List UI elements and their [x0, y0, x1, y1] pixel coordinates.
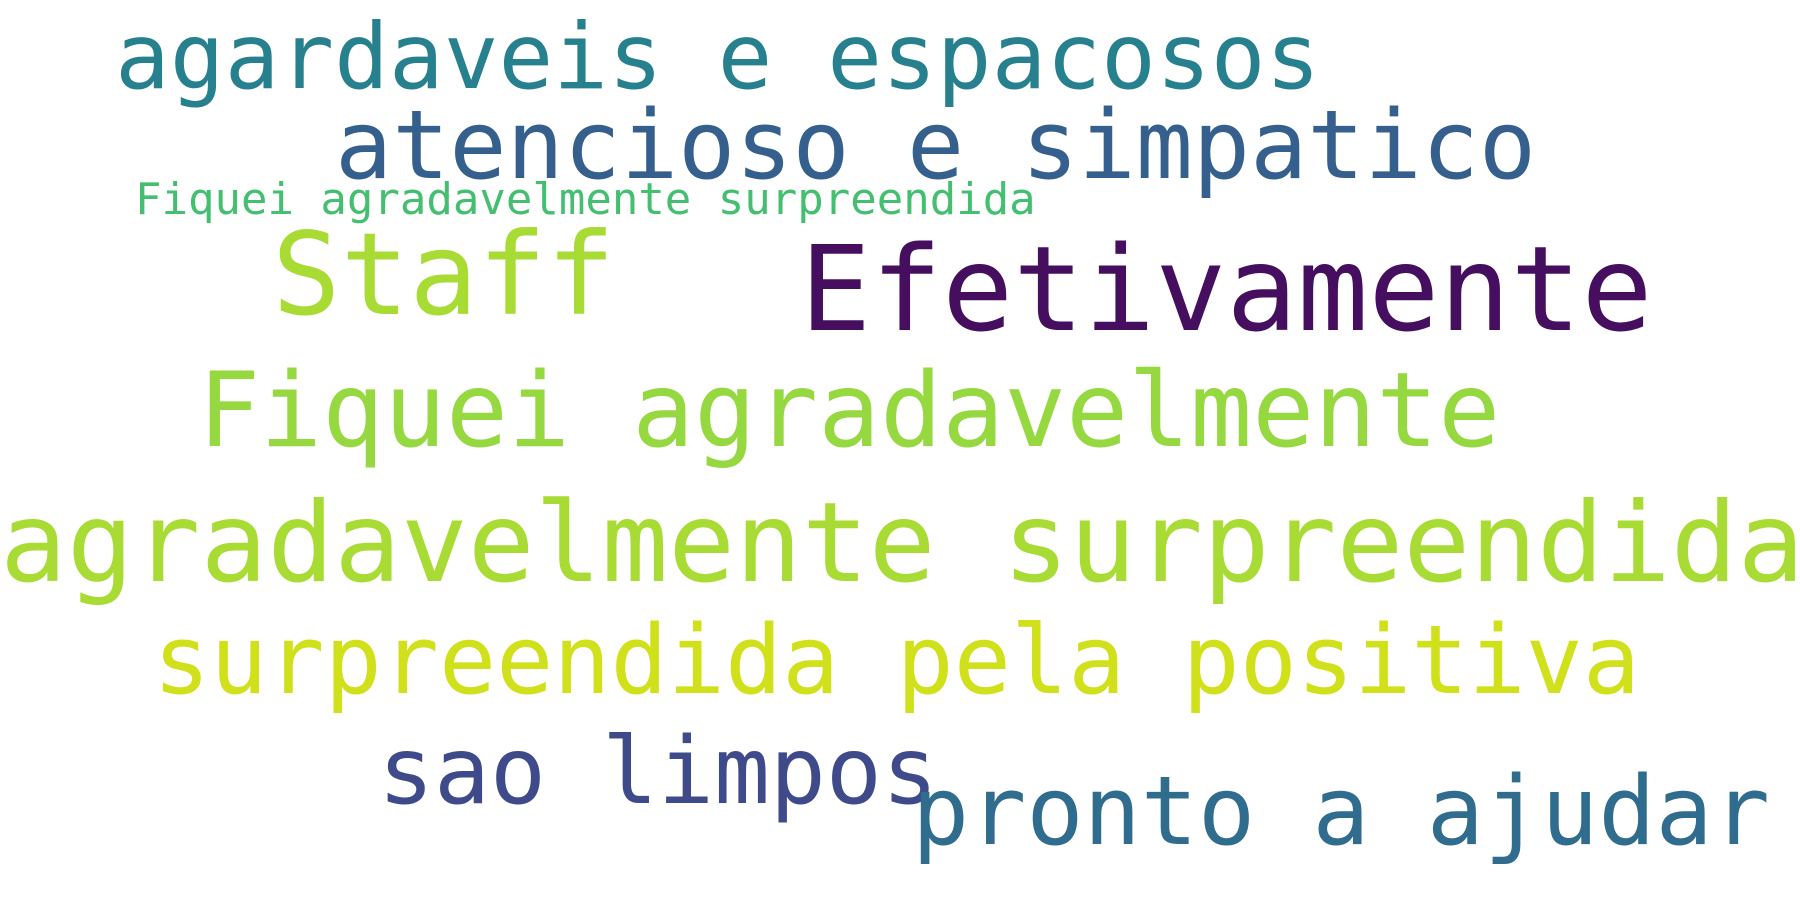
word-surpreendida-pela-positiva: surpreendida pela positiva [153, 606, 1641, 716]
word-atencioso-e-simpatico: atencioso e simpatico [335, 91, 1537, 201]
word-sao-limpos: sao limpos [378, 717, 938, 825]
word-agardaveis-e-espacosos: agardaveis e espacosos [115, 5, 1321, 110]
word-staff: Staff [272, 208, 616, 341]
word-agradavelmente-surpreendida: agradavelmente surpreendida [0, 479, 1800, 608]
word-pronto-a-ajudar: pronto a ajudar [912, 757, 1770, 867]
word-efetivamente: Efetivamente [800, 220, 1653, 358]
word-fiquei-agradavelmente: Fiquei agradavelmente [198, 351, 1501, 471]
word-fiquei-agradavelmente-surpreendida: Fiquei agradavelmente surpreendida [135, 174, 1036, 225]
